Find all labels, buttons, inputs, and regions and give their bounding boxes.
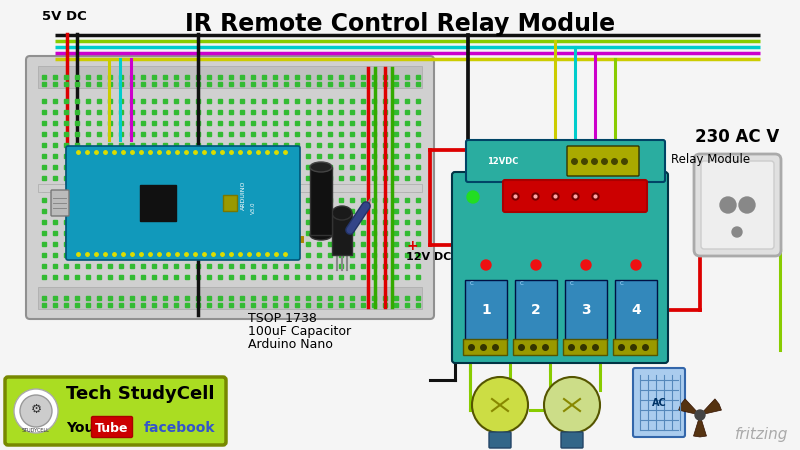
Bar bbox=[463, 339, 507, 355]
Text: +: + bbox=[406, 239, 418, 253]
FancyBboxPatch shape bbox=[503, 180, 647, 212]
Circle shape bbox=[531, 260, 541, 270]
Text: 5V DC: 5V DC bbox=[42, 10, 86, 23]
Text: 1: 1 bbox=[481, 303, 491, 317]
Text: 2: 2 bbox=[531, 303, 541, 317]
Text: V3.0: V3.0 bbox=[250, 202, 255, 214]
Ellipse shape bbox=[332, 206, 352, 220]
Circle shape bbox=[467, 191, 479, 203]
Text: 100uF Capacitor: 100uF Capacitor bbox=[248, 325, 351, 338]
Bar bbox=[310, 167, 332, 235]
Bar bbox=[38, 184, 422, 192]
Bar bbox=[613, 339, 657, 355]
Text: C: C bbox=[570, 281, 574, 286]
Polygon shape bbox=[694, 415, 706, 437]
Text: facebook: facebook bbox=[144, 421, 215, 435]
FancyBboxPatch shape bbox=[5, 377, 226, 445]
Bar bbox=[38, 287, 422, 309]
Text: C: C bbox=[520, 281, 524, 286]
Text: ARDUINO: ARDUINO bbox=[241, 180, 246, 210]
FancyBboxPatch shape bbox=[452, 172, 668, 363]
Bar bbox=[615, 280, 657, 340]
Ellipse shape bbox=[310, 162, 332, 172]
FancyBboxPatch shape bbox=[694, 154, 781, 256]
FancyBboxPatch shape bbox=[466, 140, 665, 182]
Bar bbox=[332, 213, 352, 255]
Circle shape bbox=[631, 260, 641, 270]
Bar bbox=[465, 280, 507, 340]
Text: 230 AC V: 230 AC V bbox=[695, 128, 779, 146]
Circle shape bbox=[20, 395, 52, 427]
Circle shape bbox=[732, 227, 742, 237]
Text: fritzing: fritzing bbox=[735, 427, 789, 442]
Text: 4: 4 bbox=[631, 303, 641, 317]
Bar bbox=[513, 339, 557, 355]
FancyBboxPatch shape bbox=[51, 190, 69, 216]
Text: ⚙: ⚙ bbox=[30, 402, 42, 415]
Text: Arduino Nano: Arduino Nano bbox=[248, 338, 333, 351]
Circle shape bbox=[581, 260, 591, 270]
FancyBboxPatch shape bbox=[561, 432, 583, 448]
Text: TSOP 1738: TSOP 1738 bbox=[248, 312, 317, 325]
Text: IR Remote Control Relay Module: IR Remote Control Relay Module bbox=[185, 12, 615, 36]
Bar bbox=[515, 280, 557, 340]
Circle shape bbox=[14, 389, 58, 433]
Text: Tech StudyCell: Tech StudyCell bbox=[66, 385, 214, 403]
FancyBboxPatch shape bbox=[489, 432, 511, 448]
FancyBboxPatch shape bbox=[91, 417, 133, 437]
Bar bbox=[563, 339, 607, 355]
Bar bbox=[38, 66, 422, 88]
Circle shape bbox=[720, 197, 736, 213]
FancyBboxPatch shape bbox=[633, 368, 685, 437]
Polygon shape bbox=[700, 399, 722, 415]
FancyBboxPatch shape bbox=[26, 56, 434, 319]
Circle shape bbox=[544, 377, 600, 433]
FancyBboxPatch shape bbox=[66, 146, 300, 260]
Ellipse shape bbox=[310, 230, 332, 240]
Polygon shape bbox=[678, 399, 700, 415]
Text: Tube: Tube bbox=[95, 422, 129, 435]
Bar bbox=[223, 195, 237, 211]
Circle shape bbox=[472, 377, 528, 433]
Bar bbox=[565, 280, 607, 340]
Text: STUDYCELL: STUDYCELL bbox=[22, 428, 50, 433]
Text: C: C bbox=[470, 281, 474, 286]
Text: 3: 3 bbox=[581, 303, 591, 317]
FancyBboxPatch shape bbox=[567, 146, 639, 176]
FancyBboxPatch shape bbox=[701, 161, 774, 249]
Text: C: C bbox=[620, 281, 624, 286]
Text: 12V DC: 12V DC bbox=[406, 252, 451, 262]
Circle shape bbox=[695, 410, 705, 420]
Circle shape bbox=[481, 260, 491, 270]
Text: AC: AC bbox=[652, 398, 666, 408]
Text: You: You bbox=[66, 421, 94, 435]
Text: 12VDC: 12VDC bbox=[487, 157, 518, 166]
Circle shape bbox=[739, 197, 755, 213]
Text: Relay Module: Relay Module bbox=[671, 153, 750, 166]
